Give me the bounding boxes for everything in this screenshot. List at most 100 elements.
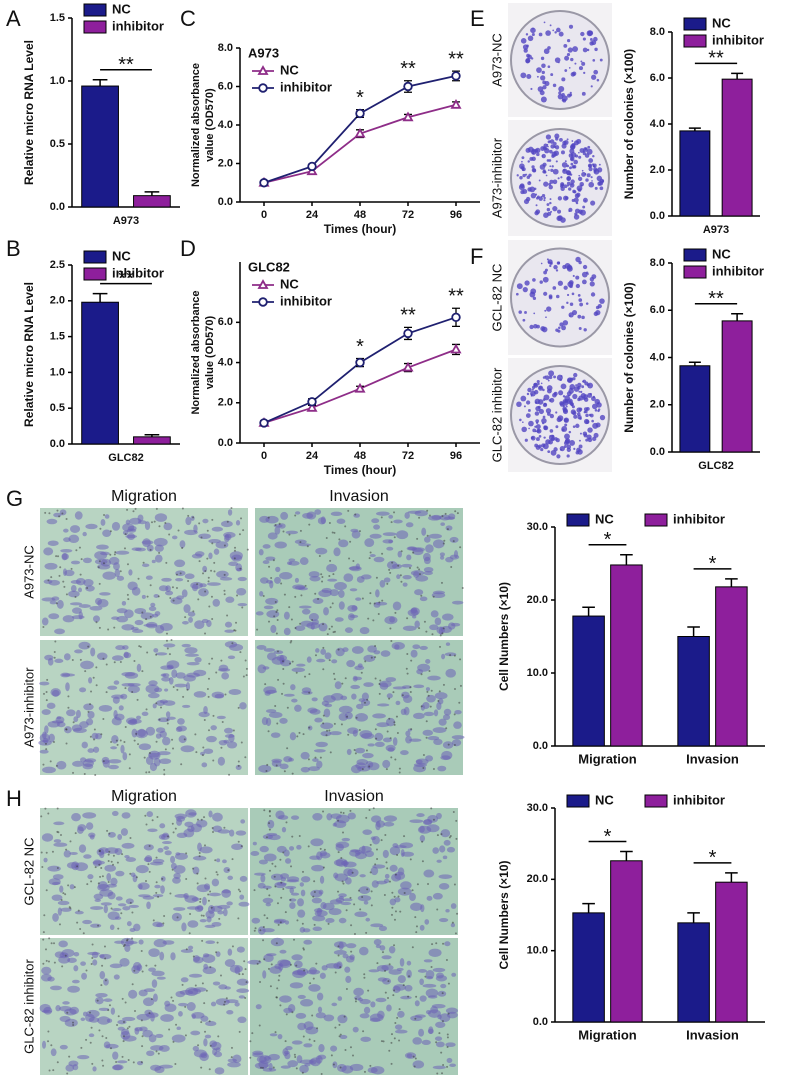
pore [333, 630, 336, 633]
cell [224, 986, 231, 990]
pore [57, 831, 60, 834]
legend-label: inhibitor [112, 18, 164, 33]
cell [150, 1012, 155, 1022]
pore [314, 654, 317, 657]
colony [537, 399, 544, 405]
cell [69, 884, 75, 890]
pore [82, 932, 85, 935]
colony [558, 31, 564, 37]
pore [211, 542, 214, 545]
pore [428, 514, 431, 517]
colony [520, 72, 527, 79]
y-axis-label: value (OD570) [204, 88, 216, 162]
cell [276, 882, 287, 886]
colony [580, 390, 583, 394]
cell [445, 1042, 456, 1048]
cell [317, 1054, 327, 1060]
colony [527, 146, 534, 153]
colony [547, 169, 550, 172]
cell [265, 689, 278, 694]
cell [208, 892, 221, 897]
colony [549, 264, 552, 268]
pore [120, 912, 123, 915]
cell [254, 1062, 269, 1069]
pore [430, 966, 433, 969]
cell [333, 949, 347, 955]
cell [428, 1009, 441, 1018]
cell [73, 951, 80, 957]
y-tick-label: 8.0 [218, 42, 233, 54]
pore [409, 858, 412, 861]
pore [375, 848, 378, 851]
pore [259, 980, 262, 983]
chart-title: GLC82 [248, 259, 290, 274]
cell [291, 698, 298, 703]
pore [387, 980, 390, 983]
cell [425, 687, 430, 691]
cell [56, 599, 64, 609]
colony [575, 201, 579, 205]
cell [335, 858, 347, 867]
pore [378, 692, 381, 695]
pore [443, 539, 446, 542]
pore [423, 620, 426, 623]
pore [79, 573, 82, 576]
cell [363, 900, 369, 905]
cell [225, 596, 235, 603]
pore [181, 507, 184, 510]
pore [295, 1067, 298, 1070]
pore [288, 606, 291, 609]
bar [610, 564, 643, 747]
pore [170, 996, 173, 999]
cell [99, 551, 110, 556]
colony [542, 276, 549, 283]
cell [389, 864, 398, 872]
cell [216, 570, 229, 578]
pore [65, 728, 68, 731]
cell [184, 821, 194, 827]
cell [359, 998, 371, 1005]
pore [44, 511, 47, 514]
cell [96, 848, 105, 856]
cell [65, 682, 70, 692]
colony [571, 140, 574, 142]
cell [92, 615, 100, 623]
cell [119, 958, 130, 967]
cell [289, 732, 297, 741]
colony [549, 435, 551, 437]
pore [333, 722, 336, 725]
pore [162, 922, 165, 925]
pore [62, 580, 65, 583]
colony [551, 165, 554, 168]
cell [385, 717, 396, 727]
cell [266, 652, 277, 661]
cell [190, 581, 203, 589]
pore [145, 618, 148, 621]
significance-label: * [709, 847, 717, 869]
colony [579, 148, 585, 153]
pore [396, 1016, 399, 1019]
pore [413, 1065, 416, 1068]
colony [554, 57, 561, 63]
pore [265, 770, 268, 773]
cell [186, 1002, 196, 1011]
cell [192, 855, 207, 861]
cell [87, 874, 94, 880]
cell [178, 735, 187, 744]
pore [383, 894, 386, 897]
pore [352, 559, 355, 562]
colony [542, 415, 546, 419]
pore [438, 690, 441, 693]
cell [374, 741, 385, 748]
cell [323, 607, 329, 616]
cell [355, 713, 368, 722]
cell [315, 741, 328, 748]
colony [528, 427, 530, 430]
pore [230, 507, 233, 510]
pore [135, 732, 138, 735]
pore [349, 809, 352, 812]
cell [160, 673, 167, 677]
pore [239, 890, 242, 893]
pore [446, 1046, 449, 1049]
pore [179, 572, 182, 575]
